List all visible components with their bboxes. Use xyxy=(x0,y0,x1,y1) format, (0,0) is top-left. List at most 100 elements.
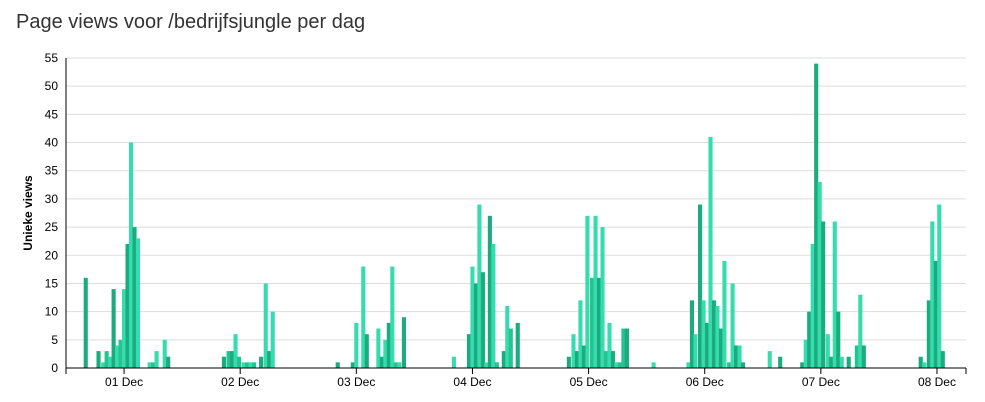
bar xyxy=(263,283,268,368)
bar xyxy=(836,311,841,368)
bar xyxy=(596,277,602,368)
bar xyxy=(718,328,724,368)
bar xyxy=(101,362,106,368)
bar xyxy=(473,283,478,368)
bar xyxy=(574,351,580,368)
bar xyxy=(740,362,746,368)
bar xyxy=(350,362,355,368)
bar xyxy=(233,334,238,368)
y-tick-label: 45 xyxy=(45,107,59,121)
bar xyxy=(704,322,710,368)
bar xyxy=(241,362,246,368)
bar xyxy=(248,362,253,368)
bar xyxy=(858,294,863,368)
bar xyxy=(686,362,691,368)
bar xyxy=(846,356,851,368)
bar xyxy=(610,351,616,368)
bar xyxy=(922,362,927,368)
y-axis-label: Unieke views xyxy=(21,175,35,251)
bar xyxy=(236,356,242,368)
bar xyxy=(600,227,605,368)
x-tick-label: 07 Dec xyxy=(802,375,840,389)
bar xyxy=(147,362,152,368)
bar xyxy=(230,351,235,368)
bar xyxy=(930,221,935,368)
bar xyxy=(83,277,88,368)
bar xyxy=(335,362,340,368)
bar xyxy=(624,328,629,368)
bar xyxy=(122,289,127,368)
y-tick-label: 55 xyxy=(45,51,59,65)
bar xyxy=(226,351,231,368)
y-tick-label: 15 xyxy=(45,276,59,290)
bar xyxy=(817,182,822,368)
bar xyxy=(477,204,482,368)
bar xyxy=(104,351,109,368)
bar xyxy=(245,362,250,368)
bar xyxy=(621,328,626,368)
y-tick-label: 0 xyxy=(51,361,58,375)
bar xyxy=(487,215,492,368)
bar xyxy=(383,339,388,368)
x-tick-label: 08 Dec xyxy=(918,375,956,389)
bar xyxy=(814,63,819,369)
bar xyxy=(821,221,826,368)
bar xyxy=(361,266,366,368)
bar xyxy=(730,283,735,368)
bar xyxy=(386,322,391,368)
bar xyxy=(593,215,598,368)
bar xyxy=(933,260,938,368)
bar xyxy=(651,362,656,368)
bar xyxy=(711,300,717,368)
bar xyxy=(501,351,506,368)
bar xyxy=(825,334,830,368)
bar xyxy=(566,356,571,368)
bar xyxy=(166,356,171,368)
bar xyxy=(698,204,703,368)
bar xyxy=(854,345,859,368)
bar xyxy=(379,356,384,368)
bar xyxy=(154,351,159,368)
bar xyxy=(778,356,783,368)
bars-series xyxy=(83,63,945,369)
bar xyxy=(581,345,586,368)
x-tick-label: 04 Dec xyxy=(453,375,491,389)
grid-lines xyxy=(65,57,966,369)
bar xyxy=(571,334,576,368)
bar xyxy=(397,362,402,368)
x-tick-label: 02 Dec xyxy=(221,375,259,389)
bar xyxy=(937,204,942,368)
bar xyxy=(135,238,141,368)
bar xyxy=(803,339,808,368)
y-tick-label: 40 xyxy=(45,136,59,150)
bar xyxy=(829,356,834,368)
bar xyxy=(364,334,369,368)
bar xyxy=(125,244,130,368)
y-tick-label: 5 xyxy=(51,333,58,347)
bar xyxy=(111,289,116,368)
y-tick-label: 50 xyxy=(45,79,59,93)
bar xyxy=(480,272,485,368)
bar xyxy=(590,277,595,368)
bar xyxy=(162,339,167,368)
x-tick-label: 01 Dec xyxy=(105,375,143,389)
bar xyxy=(926,300,931,368)
bar xyxy=(393,362,398,368)
bar xyxy=(151,362,156,368)
bar xyxy=(484,362,489,368)
bar xyxy=(767,351,772,368)
bar xyxy=(617,362,622,368)
bar xyxy=(832,221,837,368)
bar xyxy=(508,328,513,368)
bar xyxy=(259,356,264,368)
bar xyxy=(491,244,496,368)
bar xyxy=(585,215,590,368)
bar xyxy=(940,351,945,368)
bar xyxy=(494,362,499,368)
bar xyxy=(807,311,812,368)
bar xyxy=(390,266,395,368)
bar xyxy=(115,345,120,368)
bar xyxy=(578,300,583,368)
y-tick-label: 25 xyxy=(45,220,59,234)
